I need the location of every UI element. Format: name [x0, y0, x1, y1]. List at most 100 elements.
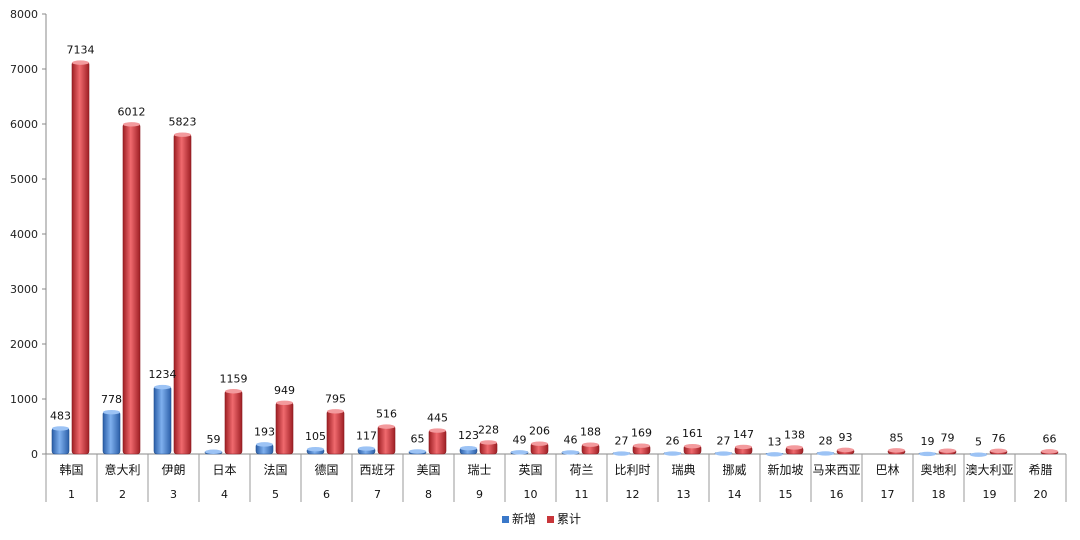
- data-label-total: 516: [376, 408, 397, 421]
- category-label: 比利时: [614, 463, 650, 477]
- data-label-total: 85: [890, 431, 904, 444]
- bar-total: [71, 61, 90, 455]
- bar-new-cap: [562, 450, 579, 455]
- category-index: 17: [881, 488, 895, 501]
- category-label: 西班牙: [359, 463, 395, 477]
- category-index: 20: [1034, 488, 1048, 501]
- category-index: 9: [476, 488, 483, 501]
- data-label-total: 138: [784, 428, 805, 441]
- y-tick-label: 4000: [10, 228, 38, 241]
- y-tick-label: 8000: [10, 8, 38, 21]
- bar-total-cap: [480, 440, 497, 445]
- bar-new-cap: [358, 446, 375, 451]
- bar-new: [102, 410, 121, 455]
- data-label-new: 483: [50, 409, 71, 422]
- data-label-new: 19: [921, 435, 935, 448]
- category-index: 1: [68, 488, 75, 501]
- category-index: 15: [779, 488, 793, 501]
- category-index: 10: [524, 488, 538, 501]
- data-label-total: 76: [992, 432, 1006, 445]
- y-tick-label: 6000: [10, 118, 38, 131]
- bar-total-cap: [174, 132, 191, 137]
- bar-new-cap: [715, 451, 732, 456]
- data-label-total: 66: [1043, 432, 1057, 445]
- data-label-new: 13: [768, 435, 782, 448]
- legend-label-total: 累计: [557, 512, 581, 526]
- category-index: 8: [425, 488, 432, 501]
- bar-total-cap: [684, 443, 701, 449]
- bar-total-cap: [786, 445, 803, 450]
- category-index: 7: [374, 488, 381, 501]
- category-label: 马来西亚: [812, 463, 860, 477]
- bar-new-cap: [460, 446, 477, 451]
- data-label-new: 28: [819, 434, 833, 447]
- bar-total-cap: [633, 443, 650, 448]
- category-label: 韩国: [59, 462, 83, 477]
- y-tick-label: 7000: [10, 63, 38, 76]
- category-label: 法国: [263, 463, 287, 477]
- bar-new-cap: [511, 450, 528, 455]
- category-label: 英国: [518, 463, 542, 477]
- bar-total-cap: [225, 389, 242, 394]
- bar-new-cap: [52, 426, 69, 431]
- category-label: 意大利: [104, 462, 140, 477]
- data-label-total: 228: [478, 423, 499, 436]
- category-index: 13: [677, 488, 691, 501]
- data-label-new: 1234: [149, 368, 177, 381]
- category-index: 4: [221, 488, 228, 501]
- data-label-total: 5823: [169, 116, 197, 129]
- bar-total-cap: [378, 424, 395, 429]
- legend: 新增 累计: [502, 511, 581, 526]
- data-label-new: 105: [305, 430, 326, 443]
- bar-total: [224, 389, 243, 455]
- data-label-new: 46: [564, 433, 578, 446]
- data-label-total: 795: [325, 392, 346, 405]
- category-label: 新加坡: [767, 462, 803, 477]
- data-label-total: 445: [427, 412, 448, 425]
- category-index: 11: [575, 488, 589, 501]
- legend-swatch-new: [502, 516, 509, 523]
- data-labels: 483 778 1234 59 193 105 117 65 123 49 46 27 26 27 13 28…: [50, 44, 1057, 449]
- bar-total-cap: [990, 448, 1007, 454]
- data-label-total: 169: [631, 427, 652, 440]
- category-index: 5: [272, 488, 279, 501]
- bar-new-cap: [154, 384, 171, 390]
- data-label-new: 117: [356, 430, 377, 443]
- category-label: 希腊: [1028, 462, 1052, 477]
- bar-new-cap: [307, 447, 324, 452]
- data-label-total: 1159: [220, 372, 248, 385]
- bar-total-cap: [939, 448, 956, 453]
- y-tick-label: 5000: [10, 173, 38, 186]
- watermark: 头条 @法律读库: [864, 497, 1040, 525]
- category-label: 澳大利亚: [965, 463, 1013, 477]
- category-label: 德国: [314, 462, 338, 477]
- bar-total-cap: [837, 447, 854, 453]
- bar-new-cap: [817, 451, 834, 456]
- bar-new-cap: [205, 449, 222, 454]
- category-index: 16: [830, 488, 844, 501]
- data-label-new: 5: [975, 436, 982, 449]
- bar-new-cap: [919, 451, 936, 457]
- bar-total: [122, 123, 141, 455]
- bar-total: [377, 425, 396, 455]
- bar-new-cap: [103, 410, 120, 415]
- data-label-new: 193: [254, 425, 275, 438]
- bar-new-cap: [409, 449, 426, 454]
- bar-total-cap: [72, 60, 89, 65]
- category-label: 挪威: [722, 463, 746, 477]
- bar-new-cap: [256, 442, 273, 447]
- bar-total-cap: [123, 122, 140, 127]
- data-label-new: 27: [615, 435, 629, 448]
- bar-total-cap: [429, 428, 446, 433]
- bar-total-cap: [888, 448, 905, 453]
- category-index: 3: [170, 488, 177, 501]
- data-label-total: 949: [274, 384, 295, 397]
- y-tick-label: 1000: [10, 393, 38, 406]
- legend-label-new: 新增: [512, 511, 536, 526]
- bar-total-cap: [582, 442, 599, 447]
- category-label: 荷兰: [569, 463, 593, 477]
- data-label-total: 161: [682, 427, 703, 440]
- category-index: 14: [728, 488, 742, 501]
- y-tick-label: 0: [31, 448, 38, 461]
